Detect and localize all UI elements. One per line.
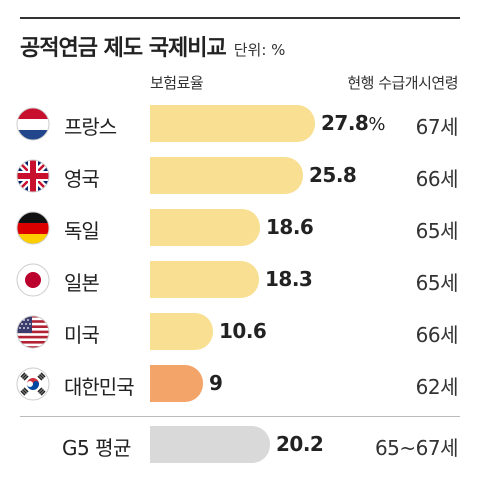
average-label: G5 평균 [62,436,131,460]
country-label: 독일 [64,219,100,243]
chart-row-uk: 영국 25.8 66세 [0,154,480,206]
bar-g5-average [150,426,270,463]
value-label: 9 [209,371,223,395]
netherlands-flag-icon [16,107,50,141]
age-label: 67세 [415,115,459,139]
japan-flag-icon [16,263,50,297]
value-label: 18.3 [265,267,313,291]
country-label: 영국 [64,167,100,191]
age-label: 62세 [415,375,459,399]
bar-japan [150,261,259,298]
percent-sign: % [368,114,385,135]
bar-usa [150,313,213,350]
unit-label: 단위: % [233,41,286,59]
column-header-premium-rate: 보험료율 [150,74,204,92]
country-label: 프랑스 [64,115,117,139]
country-label: 대한민국 [64,375,135,399]
age-label: 65~67세 [374,436,459,460]
age-label: 66세 [415,323,459,347]
chart-row-germany: 독일 18.6 65세 [0,206,480,258]
title-row: 공적연금 제도 국제비교 단위: % [20,30,286,61]
germany-flag-icon [16,211,50,245]
value-label: 25.8 [309,163,357,187]
top-rule [20,17,460,19]
chart-row-korea: 대한민국 9 62세 [0,362,480,414]
value-label: 20.2 [276,432,324,456]
chart-row-japan: 일본 18.3 65세 [0,258,480,310]
country-label: 미국 [64,323,100,347]
chart-row-g5-average: G5 평균 20.2 65~67세 [0,423,480,475]
chart-row-france: 프랑스 27.8% 67세 [0,102,480,154]
chart-title: 공적연금 제도 국제비교 [20,36,227,61]
value-label: 27.8% [321,111,385,135]
age-label: 65세 [415,271,459,295]
bar-germany [150,209,260,246]
average-separator [20,416,460,417]
value-label: 18.6 [266,215,314,239]
column-header-pension-age: 현행 수급개시연령 [347,74,458,92]
country-label: 일본 [64,271,100,295]
usa-flag-icon [16,315,50,349]
value-label: 10.6 [219,319,267,343]
bar-korea [150,365,203,402]
uk-flag-icon [16,159,50,193]
chart-row-usa: 미국 10.6 66세 [0,310,480,362]
bar-uk [150,157,303,194]
bar-france [150,105,315,142]
age-label: 65세 [415,219,459,243]
korea-flag-icon [16,367,50,401]
age-label: 66세 [415,167,459,191]
